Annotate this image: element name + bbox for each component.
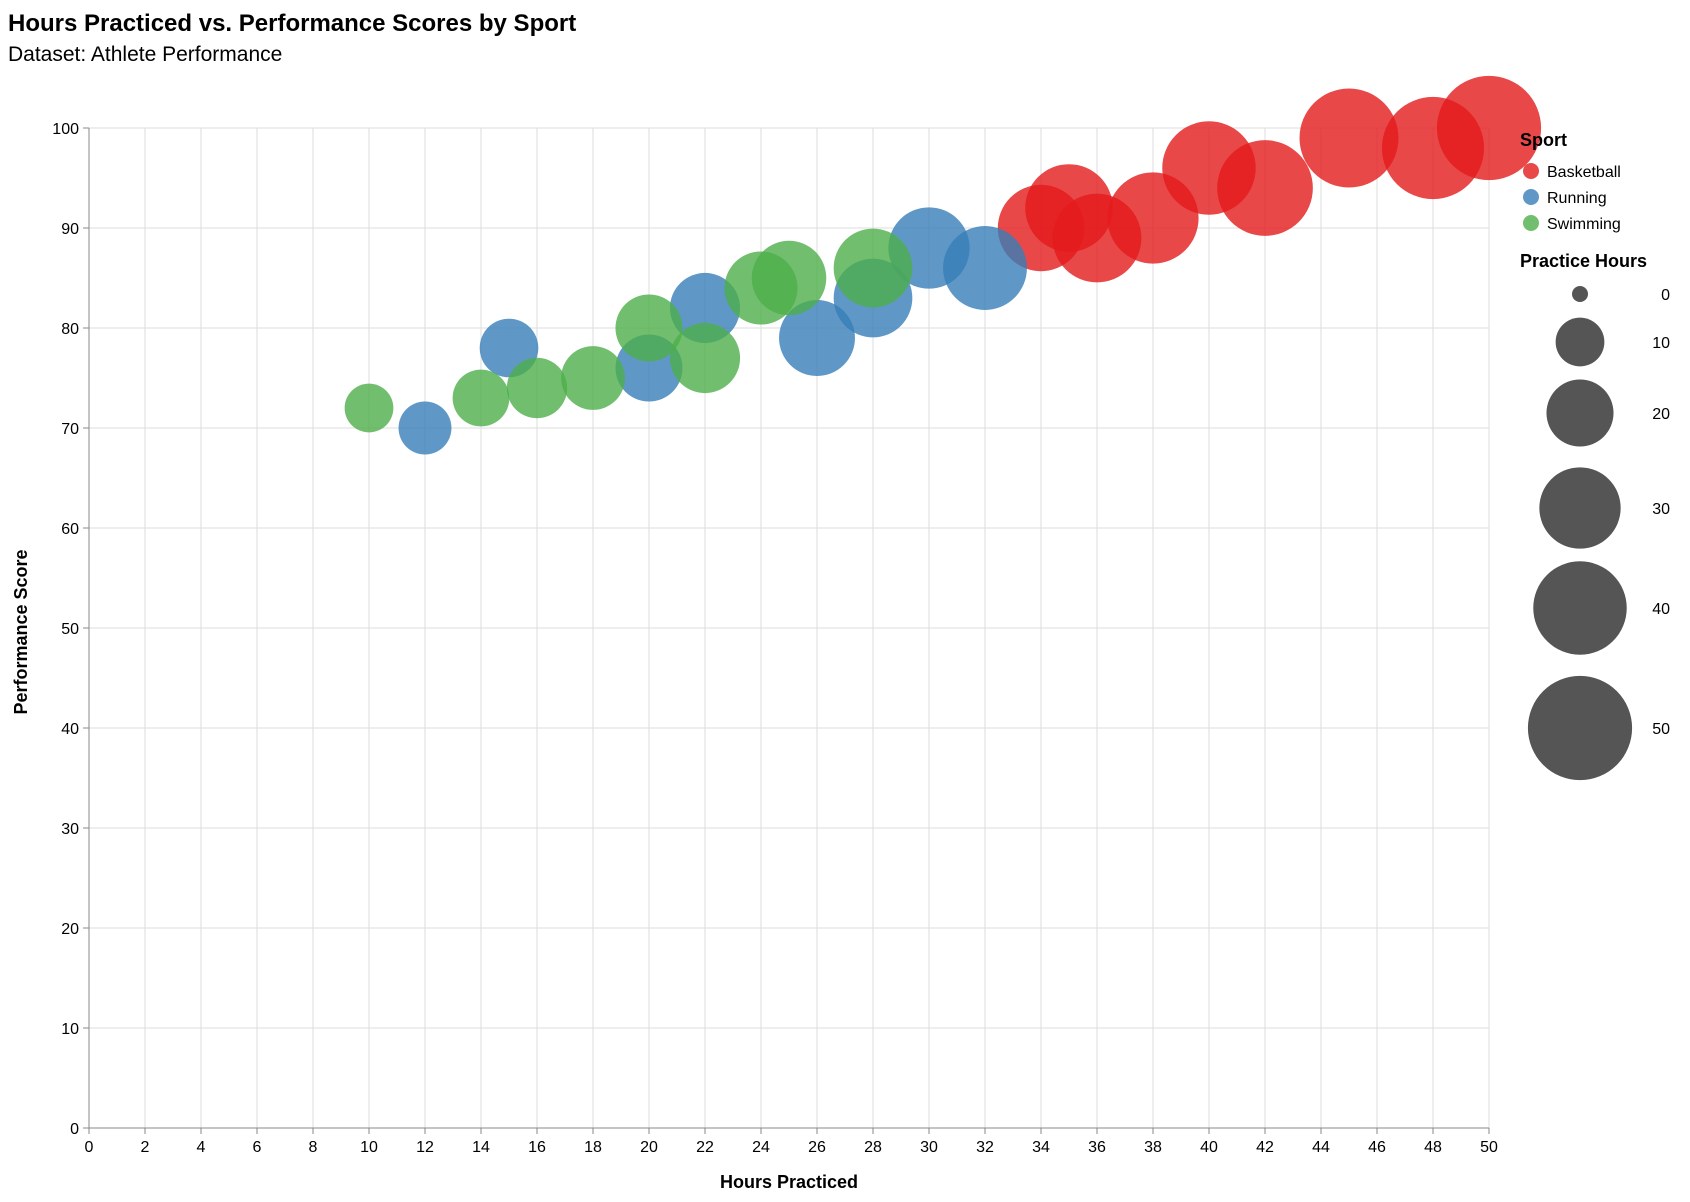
x-tick-label: 6	[253, 1139, 262, 1156]
x-tick-label: 18	[584, 1139, 602, 1156]
x-tick-label: 44	[1312, 1139, 1330, 1156]
legend-label-swimming: Swimming	[1547, 216, 1621, 233]
x-tick-label: 38	[1144, 1139, 1162, 1156]
legend-title-sport: Sport	[1520, 130, 1567, 150]
x-axis-title: Hours Practiced	[720, 1172, 858, 1192]
x-tick-label: 34	[1032, 1139, 1050, 1156]
data-point-basketball	[1436, 75, 1542, 181]
legend: Sport Basketball Running Swimming Practice H…	[1520, 130, 1670, 781]
legend-size-circle	[1572, 286, 1588, 302]
data-point-swimming	[452, 369, 510, 427]
legend-size-label: 30	[1652, 501, 1670, 518]
legend-size-circle	[1546, 379, 1614, 447]
data-point-running	[669, 272, 741, 344]
x-tick-label: 48	[1424, 1139, 1442, 1156]
x-tick-label: 42	[1256, 1139, 1274, 1156]
data-point-swimming	[506, 357, 568, 419]
x-tick-label: 8	[309, 1139, 318, 1156]
y-tick-label: 100	[52, 121, 79, 138]
legend-size-circle	[1533, 561, 1627, 655]
data-point-running	[943, 226, 1027, 310]
data-point-swimming	[344, 383, 394, 433]
x-tick-label: 26	[808, 1139, 826, 1156]
x-tick-label: 22	[696, 1139, 714, 1156]
y-tick-label: 60	[61, 521, 79, 538]
x-tick-label: 12	[416, 1139, 434, 1156]
x-tick-label: 2	[141, 1139, 150, 1156]
data-points	[344, 75, 1542, 455]
y-tick-label: 40	[61, 721, 79, 738]
y-axis-title: Performance Score	[11, 549, 31, 714]
x-tick-label: 40	[1200, 1139, 1218, 1156]
legend-swatch-running	[1523, 189, 1539, 205]
x-tick-label: 4	[197, 1139, 206, 1156]
legend-swatch-swimming	[1523, 215, 1539, 231]
x-tick-label: 20	[640, 1139, 658, 1156]
legend-label-basketball: Basketball	[1547, 164, 1621, 181]
y-tick-label: 90	[61, 221, 79, 238]
data-point-basketball	[1217, 140, 1313, 236]
data-point-swimming	[833, 228, 913, 308]
x-tick-label: 16	[528, 1139, 546, 1156]
legend-size-label: 10	[1652, 335, 1670, 352]
y-tick-label: 30	[61, 821, 79, 838]
y-tick-label: 70	[61, 421, 79, 438]
data-point-basketball	[1299, 88, 1399, 188]
legend-swatch-basketball	[1523, 163, 1539, 179]
legend-size-label: 40	[1652, 601, 1670, 618]
data-point-running	[398, 401, 452, 455]
y-tick-label: 0	[70, 1121, 79, 1138]
x-tick-label: 36	[1088, 1139, 1106, 1156]
x-tick-label: 50	[1480, 1139, 1498, 1156]
y-tick-label: 20	[61, 921, 79, 938]
legend-size-circle	[1527, 675, 1633, 781]
data-point-running	[779, 300, 855, 376]
x-tick-label: 0	[85, 1139, 94, 1156]
x-tick-label: 30	[920, 1139, 938, 1156]
x-tick-label: 28	[864, 1139, 882, 1156]
legend-label-running: Running	[1547, 190, 1607, 207]
x-tick-label: 10	[360, 1139, 378, 1156]
legend-size-label: 0	[1661, 287, 1670, 304]
legend-size-circle	[1555, 317, 1605, 367]
legend-size-label: 20	[1652, 406, 1670, 423]
x-tick-label: 46	[1368, 1139, 1386, 1156]
legend-size-label: 50	[1652, 721, 1670, 738]
data-point-swimming	[751, 240, 827, 316]
data-point-swimming	[669, 322, 741, 394]
data-point-swimming	[561, 346, 625, 410]
chart-title: Hours Practiced vs. Performance Scores b…	[8, 10, 576, 37]
y-tick-label: 50	[61, 621, 79, 638]
x-tick-label: 14	[472, 1139, 490, 1156]
axes: 0 2 4 6 8 10 12 14 16 18 20 22 24 26 28 30 32 34 36 38 40 42 4…	[52, 121, 1498, 1156]
data-point-swimming	[615, 294, 683, 362]
y-tick-label: 80	[61, 321, 79, 338]
y-tick-label: 10	[61, 1021, 79, 1038]
legend-size-circle	[1539, 467, 1621, 549]
legend-title-size: Practice Hours	[1520, 251, 1647, 271]
chart-subtitle: Dataset: Athlete Performance	[8, 43, 282, 66]
x-tick-label: 32	[976, 1139, 994, 1156]
x-tick-label: 24	[752, 1139, 770, 1156]
